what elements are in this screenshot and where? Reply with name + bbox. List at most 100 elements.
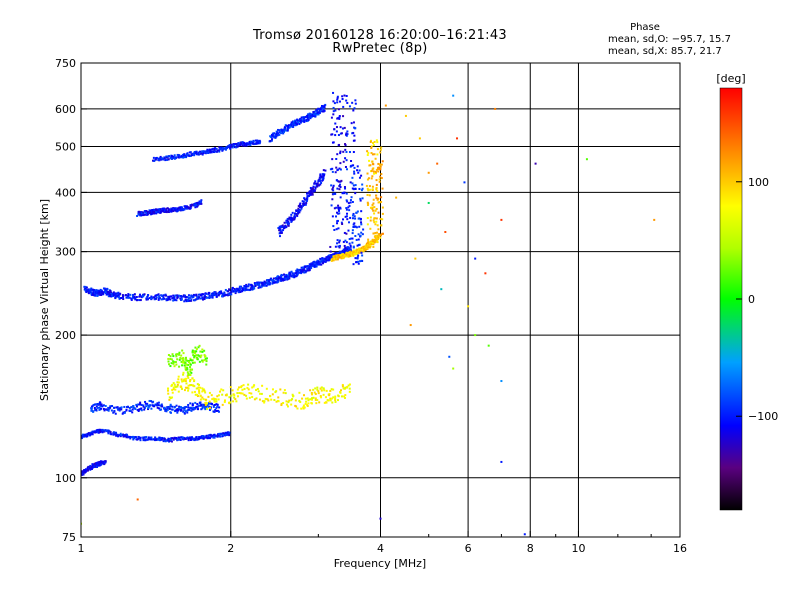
echo-point [107,409,110,412]
echo-point [297,210,300,213]
echo-point [323,389,326,392]
echo-point [108,291,111,294]
echo-point [246,386,249,389]
echo-point [92,463,95,466]
echo-point [380,177,383,180]
echo-point [249,140,252,143]
echo-point [92,293,95,296]
echo-point [306,404,309,407]
echo-point [338,241,341,244]
echo-point [274,281,277,284]
echo-point [278,129,281,132]
echo-point [131,295,134,298]
echo-point [205,363,208,366]
echo-point [261,283,264,286]
echo-point [500,460,503,463]
echo-point [119,292,122,295]
echo-point [159,404,162,407]
echo-point [198,389,201,392]
echo-point [301,200,304,203]
echo-point [352,249,355,252]
echo-point [248,396,251,399]
echo-point [214,408,217,411]
echo-point [178,208,181,211]
echo-point [171,383,174,386]
echo-point [184,298,187,301]
echo-point [220,295,223,298]
echo-point [226,294,229,297]
echo-point [190,205,193,208]
echo-point [178,405,181,408]
echo-point [331,158,334,161]
echo-point [308,263,311,266]
echo-point [279,278,282,281]
echo-point [272,133,275,136]
echo-point [332,113,335,116]
echo-point [167,437,170,440]
echo-point [306,196,309,199]
echo-point [312,396,315,399]
echo-point [112,292,115,295]
echo-point [350,237,353,240]
echo-point [329,389,332,392]
echo-point [241,141,244,144]
echo-point [357,238,360,241]
echo-point [343,186,346,189]
echo-point [333,255,336,258]
echo-point [148,297,151,300]
echo-point [328,257,331,260]
echo-point [216,403,219,406]
echo-point [357,217,360,220]
echo-point [280,273,283,276]
echo-point [375,179,378,182]
echo-point [345,199,348,202]
echo-point [209,148,212,151]
echo-point [169,365,172,368]
echo-point [315,109,318,112]
echo-point [220,292,223,295]
echo-point [192,408,195,411]
echo-point [138,299,141,302]
echo-point [330,259,333,262]
echo-point [177,154,180,157]
echo-point [190,371,193,374]
echo-point [356,257,359,260]
echo-point [242,289,245,292]
echo-point [319,180,322,183]
echo-point [337,209,340,212]
echo-point [176,294,179,297]
echo-point [197,354,200,357]
echo-point [320,104,323,107]
echo-point [348,151,351,154]
echo-point [358,176,361,179]
echo-point [160,294,163,297]
echo-point [339,186,342,189]
echo-point [186,375,189,378]
echo-point [218,146,221,149]
echo-point [336,252,339,255]
echo-point [343,254,346,257]
echo-point [104,461,107,464]
echo-point [165,158,168,161]
echo-point [312,185,315,188]
echo-point [285,221,288,224]
echo-point [307,267,310,270]
echo-point [322,108,325,111]
echo-point [203,296,206,299]
echo-point [208,407,211,410]
echo-point [125,406,128,409]
echo-point [189,207,192,210]
echo-point [190,383,193,386]
echo-point [343,395,346,398]
echo-point [122,296,125,299]
echo-point [185,206,188,209]
echo-point [317,107,320,110]
echo-point [171,396,174,399]
echo-point [351,251,354,254]
echo-point [180,385,183,388]
echo-point [217,291,220,294]
echo-point [377,235,380,238]
echo-point [205,402,208,405]
echo-point [116,407,119,410]
echo-point [198,202,201,205]
